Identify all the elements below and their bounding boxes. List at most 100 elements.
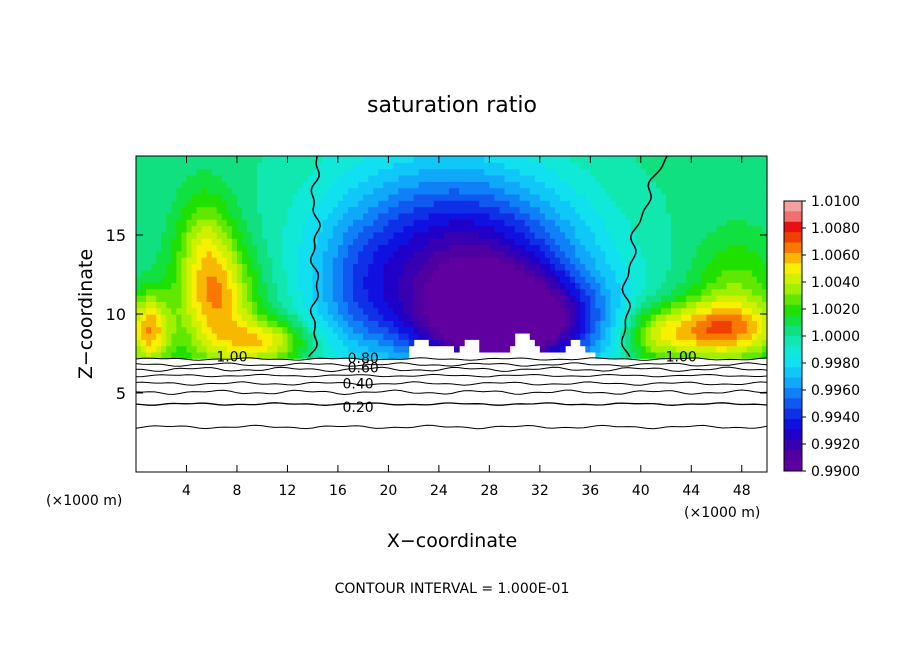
field-cell (650, 263, 657, 271)
field-cell (630, 168, 637, 176)
field-cell (403, 314, 410, 321)
field-cell (706, 257, 713, 265)
field-cell (519, 219, 526, 227)
field-cell (292, 219, 299, 227)
field-cell (443, 181, 450, 189)
field-cell (166, 326, 172, 334)
field-cell (605, 231, 612, 239)
field-cell (666, 174, 672, 182)
field-cell (761, 295, 768, 302)
field-cell (676, 332, 682, 340)
field-cell (686, 244, 692, 252)
field-cell (221, 193, 228, 201)
field-cell (671, 263, 677, 271)
field-cell (206, 326, 213, 334)
field-cell (287, 219, 294, 227)
field-cell (196, 282, 203, 290)
field-cell (731, 288, 738, 296)
field-cell (625, 288, 632, 296)
field-cell (539, 187, 546, 195)
field-cell (499, 307, 506, 315)
field-cell (403, 288, 410, 296)
field-cell (691, 263, 697, 271)
field-cell (226, 345, 233, 353)
field-cell (267, 269, 273, 277)
field-cell (615, 351, 622, 359)
field-cell (590, 187, 596, 195)
field-cell (408, 181, 415, 189)
field-cell (156, 257, 162, 265)
field-cell (136, 269, 142, 277)
field-cell (549, 156, 556, 163)
field-cell (448, 200, 455, 208)
field-cell (590, 181, 596, 189)
field-cell (701, 174, 708, 182)
field-cell (585, 225, 591, 233)
field-cell (595, 244, 602, 252)
field-cell (610, 332, 617, 340)
field-cell (433, 174, 440, 182)
field-cell (368, 193, 374, 201)
field-cell (231, 156, 238, 163)
field-cell (342, 187, 349, 195)
field-cell (666, 307, 672, 315)
field-cell (408, 250, 415, 258)
field-cell (721, 162, 728, 170)
field-cell (731, 326, 738, 334)
field-cell (262, 276, 268, 283)
field-cell (337, 244, 344, 252)
field-cell (146, 212, 152, 220)
field-cell (635, 187, 642, 195)
field-cell (368, 162, 374, 170)
field-cell (393, 156, 400, 163)
field-cell (666, 282, 672, 290)
field-cell (534, 231, 541, 239)
field-cell (671, 276, 677, 283)
field-cell (312, 314, 319, 321)
field-cell (186, 206, 193, 214)
field-cell (317, 200, 324, 208)
field-cell (236, 295, 243, 302)
field-cell (373, 257, 379, 265)
field-cell (716, 332, 723, 340)
field-cell (428, 307, 435, 315)
field-cell (322, 276, 329, 283)
field-cell (756, 187, 763, 195)
field-cell (459, 181, 465, 189)
field-cell (489, 320, 496, 328)
field-cell (716, 212, 723, 220)
field-cell (756, 301, 763, 309)
field-cell (353, 206, 359, 214)
field-cell (297, 200, 304, 208)
field-cell (751, 187, 758, 195)
field-cell (388, 282, 395, 290)
field-cell (595, 282, 602, 290)
field-cell (181, 263, 188, 271)
field-cell (681, 231, 687, 239)
field-cell (479, 174, 485, 182)
field-cell (625, 345, 632, 353)
field-cell (539, 212, 546, 220)
field-cell (151, 162, 157, 170)
field-cell (711, 263, 718, 271)
field-cell (676, 263, 682, 271)
field-cell (479, 326, 485, 334)
field-cell (368, 187, 374, 195)
field-cell (650, 301, 657, 309)
field-cell (221, 295, 228, 302)
field-cell (236, 244, 243, 252)
field-cell (221, 225, 228, 233)
field-cell (166, 231, 172, 239)
field-cell (600, 295, 607, 302)
field-cell (317, 219, 324, 227)
field-cell (257, 257, 263, 265)
field-cell (610, 225, 617, 233)
field-cell (585, 276, 591, 283)
field-cell (630, 162, 637, 170)
field-cell (342, 200, 349, 208)
x-unit-left: (×1000 m) (46, 493, 122, 509)
field-cell (277, 238, 283, 246)
field-cell (413, 238, 420, 246)
field-cell (686, 231, 692, 239)
field-cell (464, 156, 470, 163)
